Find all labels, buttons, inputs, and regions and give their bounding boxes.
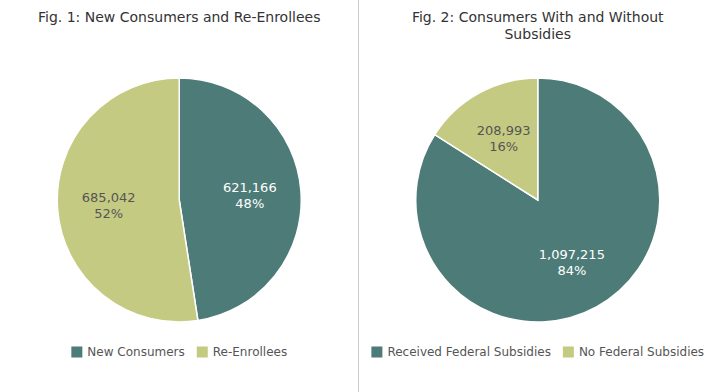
panel-divider bbox=[358, 0, 359, 392]
pie-slice bbox=[57, 78, 198, 322]
data-label: 208,99316% bbox=[477, 122, 531, 153]
data-label: 1,097,21584% bbox=[539, 247, 605, 278]
pie-panel: Fig. 1: New Consumers and Re-Enrollees 62… bbox=[38, 9, 321, 359]
legend-label: Received Federal Subsidies bbox=[387, 345, 551, 359]
legend: New Consumers Re-Enrollees bbox=[71, 345, 287, 359]
chart-root: Fig. 1: New Consumers and Re-Enrollees 62… bbox=[0, 0, 717, 392]
legend-swatch bbox=[371, 347, 382, 358]
legend-label: New Consumers bbox=[87, 345, 184, 359]
legend: Received Federal Subsidies No Federal Sub… bbox=[371, 345, 704, 359]
legend-swatch bbox=[71, 347, 82, 358]
pie-slice bbox=[416, 78, 660, 322]
pie-slice bbox=[179, 78, 301, 321]
legend-swatch bbox=[563, 347, 574, 358]
data-label: 685,04252% bbox=[82, 190, 136, 221]
legend-label: No Federal Subsidies bbox=[579, 345, 704, 359]
slices bbox=[57, 78, 301, 322]
data-label: 621,16648% bbox=[223, 179, 277, 210]
pie-slice bbox=[435, 78, 538, 200]
slices bbox=[416, 78, 660, 322]
title: Fig. 2: Consumers With and WithoutSubsid… bbox=[412, 9, 664, 42]
legend-label: Re-Enrollees bbox=[213, 345, 287, 359]
pie-panel: Fig. 2: Consumers With and WithoutSubsid… bbox=[371, 9, 704, 359]
title: Fig. 1: New Consumers and Re-Enrollees bbox=[38, 9, 321, 25]
background bbox=[0, 0, 717, 392]
legend-swatch bbox=[197, 347, 208, 358]
